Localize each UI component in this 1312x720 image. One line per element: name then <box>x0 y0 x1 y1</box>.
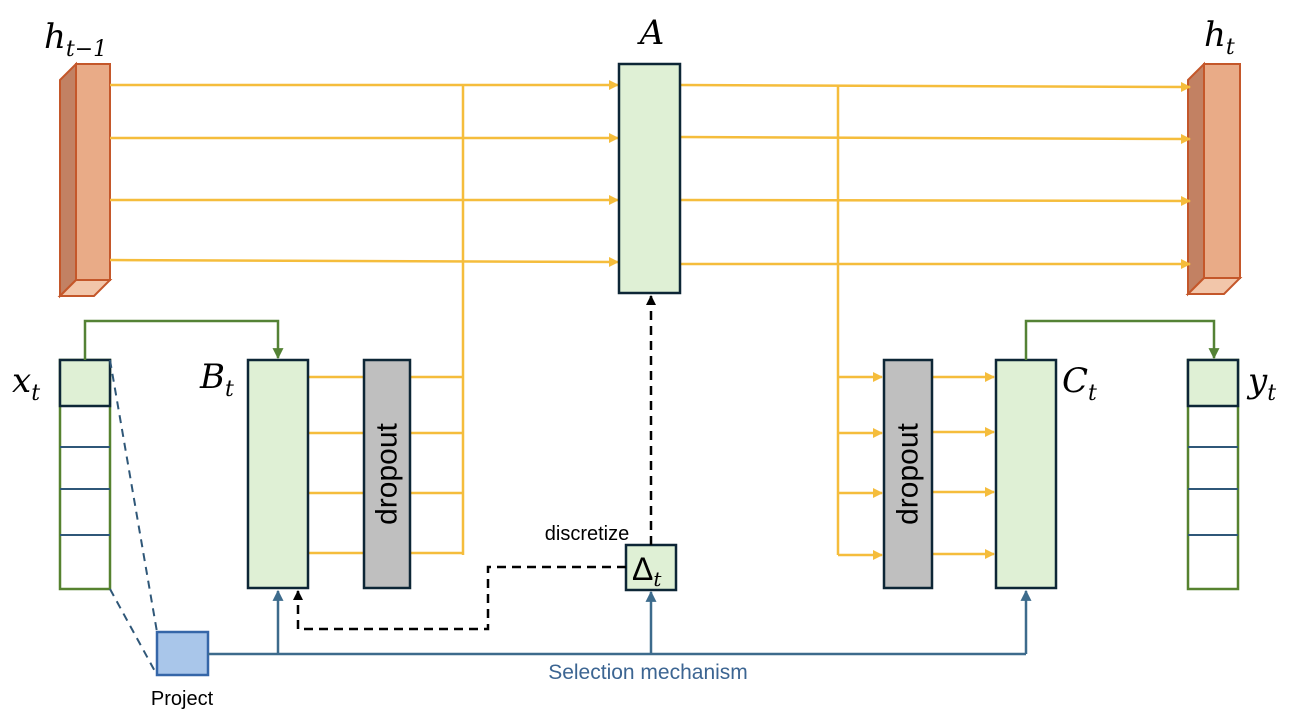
dropout-left-block <box>362 358 412 590</box>
state-arrows-right <box>679 81 1191 560</box>
selection-mechanism-label: Selection mechanism <box>548 661 748 684</box>
discretize-label: discretize <box>545 523 629 545</box>
projection-lines <box>109 359 158 676</box>
y-t-label: yt <box>1246 361 1276 406</box>
dropout-right-label: dropout <box>892 422 925 524</box>
x-t-label: xt <box>12 361 40 406</box>
selection-arrows <box>208 589 1032 656</box>
c-t-matrix-block <box>994 358 1058 590</box>
state-arrows-left <box>109 80 619 555</box>
b-t-matrix-block <box>246 358 310 590</box>
delta-t-label: Δt <box>632 551 662 591</box>
project-block <box>155 630 210 677</box>
y-t-vector <box>1186 358 1240 591</box>
x-t-vector <box>58 358 112 591</box>
h-t-label: ht <box>1204 15 1235 60</box>
project-label: Project <box>151 688 214 710</box>
a-matrix-block <box>617 62 682 295</box>
h-prev-state-block <box>57 61 113 299</box>
h-t-state-block <box>1185 61 1243 297</box>
green-input-arrows <box>83 319 1220 360</box>
h-prev-label: ht−1 <box>44 17 107 62</box>
a-label: A <box>637 13 665 53</box>
dropout-left-label: dropout <box>371 422 404 524</box>
c-t-label: Ct <box>1062 361 1097 406</box>
b-t-label: Bt <box>199 357 234 402</box>
discretize-arrows <box>293 295 656 631</box>
dropout-right-block <box>882 358 934 590</box>
